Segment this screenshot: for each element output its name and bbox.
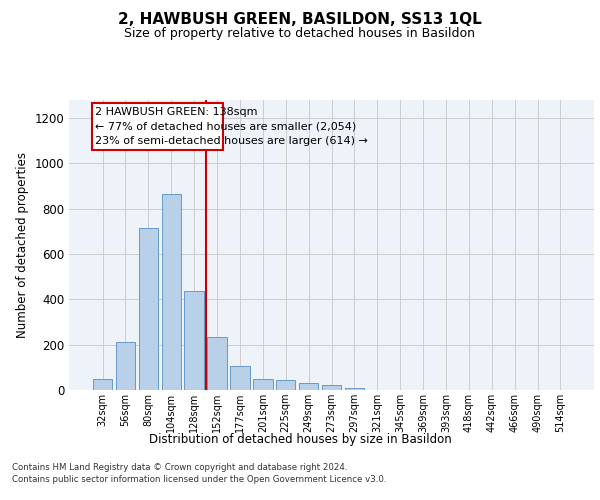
Bar xyxy=(276,380,295,390)
Text: Distribution of detached houses by size in Basildon: Distribution of detached houses by size … xyxy=(149,432,451,446)
Text: 2, HAWBUSH GREEN, BASILDON, SS13 1QL: 2, HAWBUSH GREEN, BASILDON, SS13 1QL xyxy=(118,12,482,28)
Text: Size of property relative to detached houses in Basildon: Size of property relative to detached ho… xyxy=(125,28,476,40)
Bar xyxy=(93,378,112,390)
Bar xyxy=(230,366,250,390)
Bar xyxy=(208,337,227,390)
Text: 23% of semi-detached houses are larger (614) →: 23% of semi-detached houses are larger (… xyxy=(95,136,368,145)
Bar xyxy=(161,194,181,390)
Text: Contains public sector information licensed under the Open Government Licence v3: Contains public sector information licen… xyxy=(12,475,386,484)
Bar xyxy=(184,292,204,390)
Text: Contains HM Land Registry data © Crown copyright and database right 2024.: Contains HM Land Registry data © Crown c… xyxy=(12,462,347,471)
Text: ← 77% of detached houses are smaller (2,054): ← 77% of detached houses are smaller (2,… xyxy=(95,122,356,132)
Bar xyxy=(92,104,223,150)
Bar xyxy=(253,378,272,390)
Bar xyxy=(299,383,319,390)
Y-axis label: Number of detached properties: Number of detached properties xyxy=(16,152,29,338)
Text: 2 HAWBUSH GREEN: 138sqm: 2 HAWBUSH GREEN: 138sqm xyxy=(95,108,257,118)
Bar xyxy=(139,228,158,390)
Bar xyxy=(116,342,135,390)
Bar xyxy=(322,386,341,390)
Bar xyxy=(344,388,364,390)
